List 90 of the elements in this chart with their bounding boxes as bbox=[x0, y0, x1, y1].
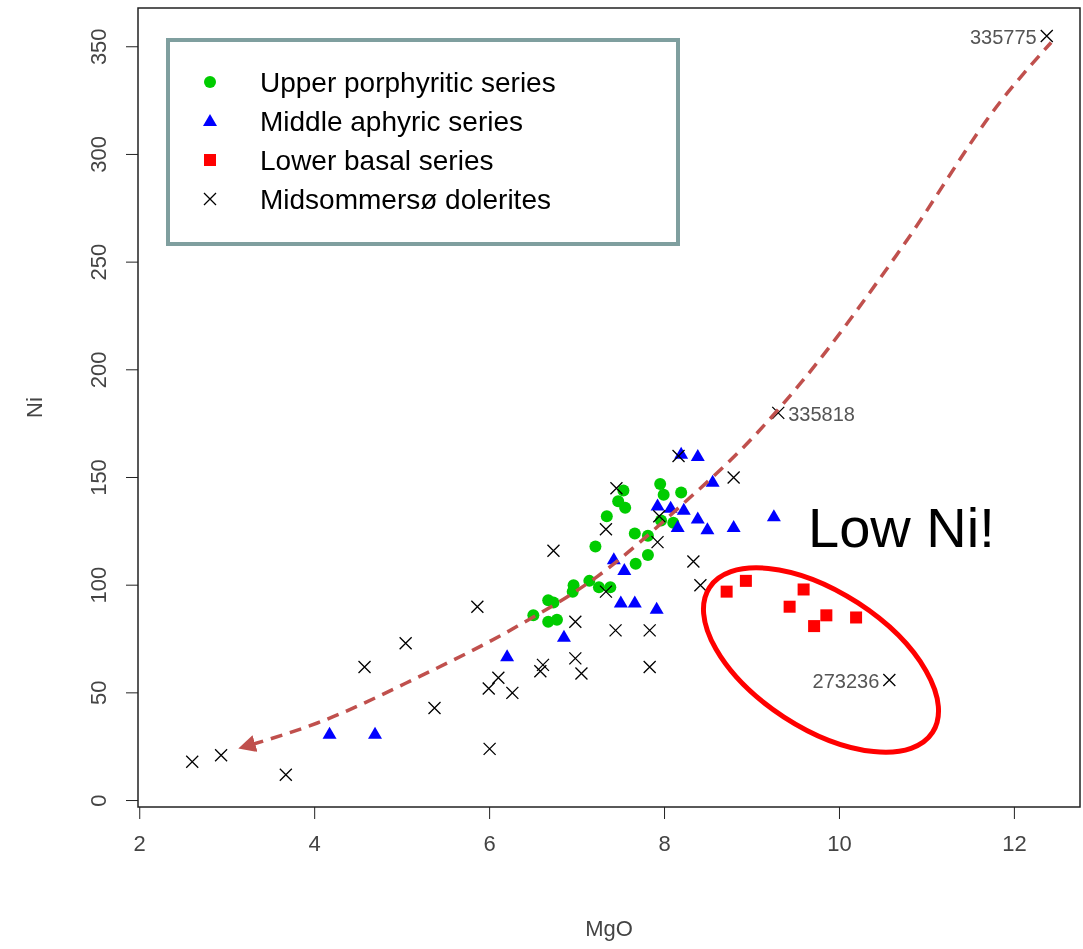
point bbox=[491, 671, 506, 685]
point bbox=[726, 520, 741, 533]
point bbox=[783, 600, 796, 613]
point bbox=[546, 544, 561, 558]
annotation: 273236 bbox=[812, 669, 880, 692]
x-tick-label: 12 bbox=[1002, 831, 1027, 856]
x-axis-title: MgO bbox=[585, 916, 633, 941]
point bbox=[500, 649, 515, 662]
x-tick-label: 4 bbox=[308, 831, 321, 856]
point bbox=[705, 474, 720, 487]
point bbox=[619, 501, 632, 514]
point bbox=[589, 540, 602, 553]
point bbox=[185, 755, 199, 769]
legend-label: Lower basal series bbox=[260, 145, 494, 176]
point bbox=[398, 636, 413, 650]
point bbox=[657, 488, 670, 501]
point bbox=[368, 726, 383, 739]
point bbox=[643, 660, 657, 674]
point bbox=[726, 470, 741, 485]
point bbox=[652, 509, 666, 523]
y-tick-label: 150 bbox=[86, 459, 111, 496]
y-tick-label: 0 bbox=[86, 794, 111, 807]
point bbox=[609, 481, 624, 495]
x-tick-label: 6 bbox=[483, 831, 496, 856]
point bbox=[650, 498, 665, 511]
x-tick-label: 2 bbox=[133, 831, 146, 856]
point bbox=[686, 554, 701, 569]
point bbox=[599, 522, 613, 536]
point bbox=[550, 613, 563, 626]
point bbox=[628, 527, 641, 540]
point bbox=[482, 681, 496, 696]
annotation: 335818 bbox=[788, 402, 855, 425]
point bbox=[613, 595, 628, 608]
point bbox=[505, 686, 519, 700]
y-tick-label: 350 bbox=[86, 28, 111, 66]
point bbox=[649, 601, 664, 614]
y-tick-label: 50 bbox=[86, 680, 111, 706]
point bbox=[650, 535, 665, 549]
legend-label: Middle aphyric series bbox=[260, 106, 523, 137]
point bbox=[568, 651, 582, 666]
point bbox=[641, 549, 654, 562]
point bbox=[808, 620, 821, 633]
point bbox=[617, 563, 632, 576]
point bbox=[1040, 29, 1054, 43]
annotation: Low Ni! bbox=[808, 496, 995, 559]
legend-label: Midsommersø dolerites bbox=[260, 184, 551, 215]
annotation: 335775 bbox=[970, 26, 1037, 48]
point bbox=[797, 583, 810, 596]
y-axis-title: Ni bbox=[22, 397, 47, 418]
point bbox=[568, 615, 582, 629]
point bbox=[357, 660, 372, 674]
y-tick-label: 100 bbox=[86, 566, 111, 604]
point bbox=[676, 502, 691, 515]
point bbox=[600, 510, 613, 523]
y-tick-label: 200 bbox=[86, 351, 111, 389]
point bbox=[536, 658, 550, 672]
point bbox=[533, 664, 547, 678]
point bbox=[850, 611, 863, 624]
point bbox=[322, 726, 337, 739]
point bbox=[739, 574, 752, 587]
point bbox=[427, 701, 442, 715]
point bbox=[643, 623, 657, 638]
x-tick-label: 8 bbox=[658, 831, 671, 856]
point bbox=[882, 673, 896, 687]
point bbox=[214, 748, 228, 762]
point bbox=[690, 448, 705, 461]
point bbox=[279, 768, 293, 782]
point bbox=[608, 623, 623, 638]
y-tick-label: 300 bbox=[86, 136, 111, 173]
point bbox=[627, 595, 642, 608]
point bbox=[470, 600, 485, 614]
y-tick-label: 250 bbox=[86, 243, 111, 281]
legend-label: Upper porphyritic series bbox=[260, 67, 556, 98]
point bbox=[766, 509, 781, 522]
point bbox=[675, 486, 688, 499]
point bbox=[482, 742, 497, 756]
point bbox=[629, 557, 642, 570]
point bbox=[690, 511, 705, 524]
point bbox=[599, 584, 613, 599]
point bbox=[671, 449, 686, 463]
point bbox=[574, 666, 589, 681]
point bbox=[654, 477, 667, 490]
point bbox=[700, 522, 715, 535]
point bbox=[820, 609, 833, 622]
point bbox=[693, 578, 708, 592]
x-tick-label: 10 bbox=[827, 831, 852, 856]
point bbox=[720, 585, 733, 598]
point bbox=[771, 406, 785, 420]
point bbox=[670, 520, 685, 533]
point bbox=[556, 629, 571, 642]
